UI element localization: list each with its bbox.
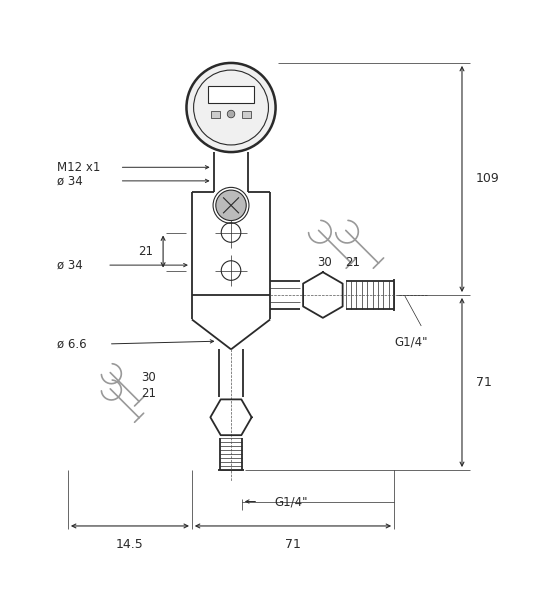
- Bar: [208, 86, 254, 103]
- Bar: [242, 111, 250, 118]
- Circle shape: [227, 110, 235, 118]
- Text: 71: 71: [285, 538, 301, 551]
- Text: 21: 21: [138, 245, 153, 258]
- Text: 30: 30: [141, 371, 156, 384]
- Text: 21: 21: [345, 256, 360, 269]
- Text: 21: 21: [141, 388, 156, 401]
- Text: ø 6.6: ø 6.6: [57, 337, 87, 350]
- Text: M12 x1: M12 x1: [57, 161, 100, 174]
- Text: ø 34: ø 34: [57, 258, 83, 271]
- Text: ø 34: ø 34: [57, 175, 83, 188]
- Circle shape: [216, 190, 247, 221]
- Text: G1/4": G1/4": [274, 495, 308, 508]
- Text: 30: 30: [318, 256, 332, 269]
- Text: 71: 71: [475, 376, 491, 389]
- Text: 109: 109: [475, 172, 500, 185]
- Circle shape: [187, 63, 276, 152]
- Bar: [211, 111, 220, 118]
- Text: G1/4": G1/4": [394, 336, 428, 349]
- Text: 14.5: 14.5: [116, 538, 144, 551]
